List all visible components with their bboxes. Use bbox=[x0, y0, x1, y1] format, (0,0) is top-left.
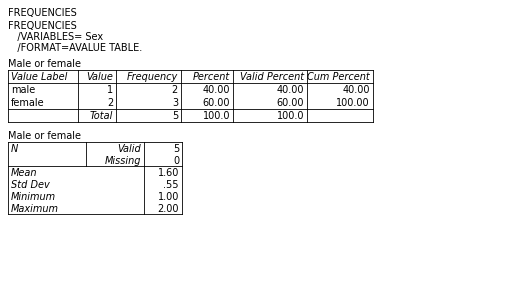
Text: Valid Percent: Valid Percent bbox=[240, 72, 304, 82]
Text: 2: 2 bbox=[107, 98, 113, 108]
Text: male: male bbox=[11, 85, 35, 95]
Text: 0: 0 bbox=[173, 156, 179, 166]
Text: 40.00: 40.00 bbox=[277, 85, 304, 95]
Text: Percent: Percent bbox=[193, 72, 230, 82]
Text: .55: .55 bbox=[163, 180, 179, 190]
Text: 2.00: 2.00 bbox=[157, 204, 179, 214]
Text: Mean: Mean bbox=[11, 168, 38, 178]
Text: Value Label: Value Label bbox=[11, 72, 67, 82]
Text: 5: 5 bbox=[173, 144, 179, 154]
Text: Minimum: Minimum bbox=[11, 192, 56, 202]
Text: Missing: Missing bbox=[104, 156, 141, 166]
Text: female: female bbox=[11, 98, 45, 108]
Text: 40.00: 40.00 bbox=[203, 85, 230, 95]
Text: 40.00: 40.00 bbox=[342, 85, 370, 95]
Text: Maximum: Maximum bbox=[11, 204, 59, 214]
Text: FREQUENCIES: FREQUENCIES bbox=[8, 21, 77, 31]
Text: Cum Percent: Cum Percent bbox=[307, 72, 370, 82]
Text: 100.0: 100.0 bbox=[203, 111, 230, 121]
Text: 5: 5 bbox=[172, 111, 178, 121]
Text: Value: Value bbox=[86, 72, 113, 82]
Text: Male or female: Male or female bbox=[8, 59, 81, 69]
Text: Valid: Valid bbox=[117, 144, 141, 154]
Text: 100.00: 100.00 bbox=[336, 98, 370, 108]
Text: 60.00: 60.00 bbox=[203, 98, 230, 108]
Text: 3: 3 bbox=[172, 98, 178, 108]
Text: 100.0: 100.0 bbox=[277, 111, 304, 121]
Text: /FORMAT=AVALUE TABLE.: /FORMAT=AVALUE TABLE. bbox=[8, 43, 142, 53]
Text: /VARIABLES= Sex: /VARIABLES= Sex bbox=[8, 32, 103, 42]
Text: 1.00: 1.00 bbox=[158, 192, 179, 202]
Text: 60.00: 60.00 bbox=[277, 98, 304, 108]
Text: 1: 1 bbox=[107, 85, 113, 95]
Text: Male or female: Male or female bbox=[8, 131, 81, 141]
Text: FREQUENCIES: FREQUENCIES bbox=[8, 8, 77, 18]
Text: Frequency: Frequency bbox=[127, 72, 178, 82]
Text: 1.60: 1.60 bbox=[158, 168, 179, 178]
Text: Std Dev: Std Dev bbox=[11, 180, 50, 190]
Text: Total: Total bbox=[89, 111, 113, 121]
Text: N: N bbox=[11, 144, 19, 154]
Text: 2: 2 bbox=[172, 85, 178, 95]
